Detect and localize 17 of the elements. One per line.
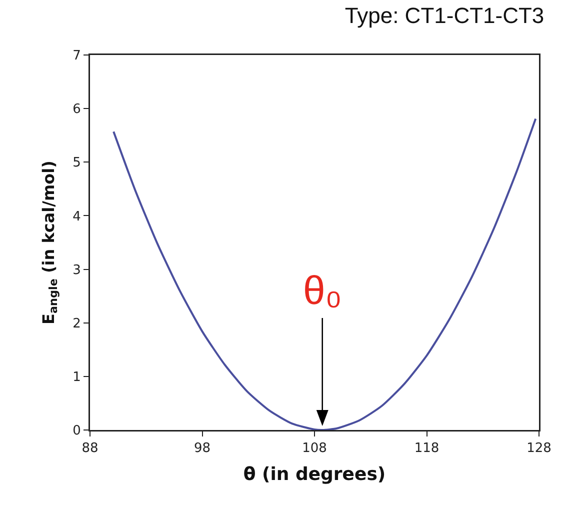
y-tick-label: 5 — [72, 156, 81, 171]
y-tick-label: 3 — [72, 262, 81, 278]
y-tick-label: 1 — [72, 370, 81, 385]
x-axis-title: θ (in degrees) — [243, 464, 386, 485]
x-tick-label: 98 — [194, 441, 211, 456]
x-tick-label: 118 — [414, 441, 440, 456]
x-tick-label: 108 — [302, 441, 327, 456]
y-tick-label: 2 — [72, 316, 81, 332]
x-tick-label: 88 — [82, 441, 98, 456]
y-tick-label: 7 — [72, 48, 81, 64]
y-tick-label: 6 — [72, 102, 81, 118]
line-series — [112, 118, 537, 430]
annotation: θ₀ — [303, 269, 342, 313]
chart-title: Type: CT1-CT1-CT3 — [344, 3, 544, 28]
y-tick-label: 4 — [72, 209, 81, 224]
x-tick-label: 128 — [526, 441, 552, 456]
y-tick-label: 0 — [72, 424, 81, 439]
